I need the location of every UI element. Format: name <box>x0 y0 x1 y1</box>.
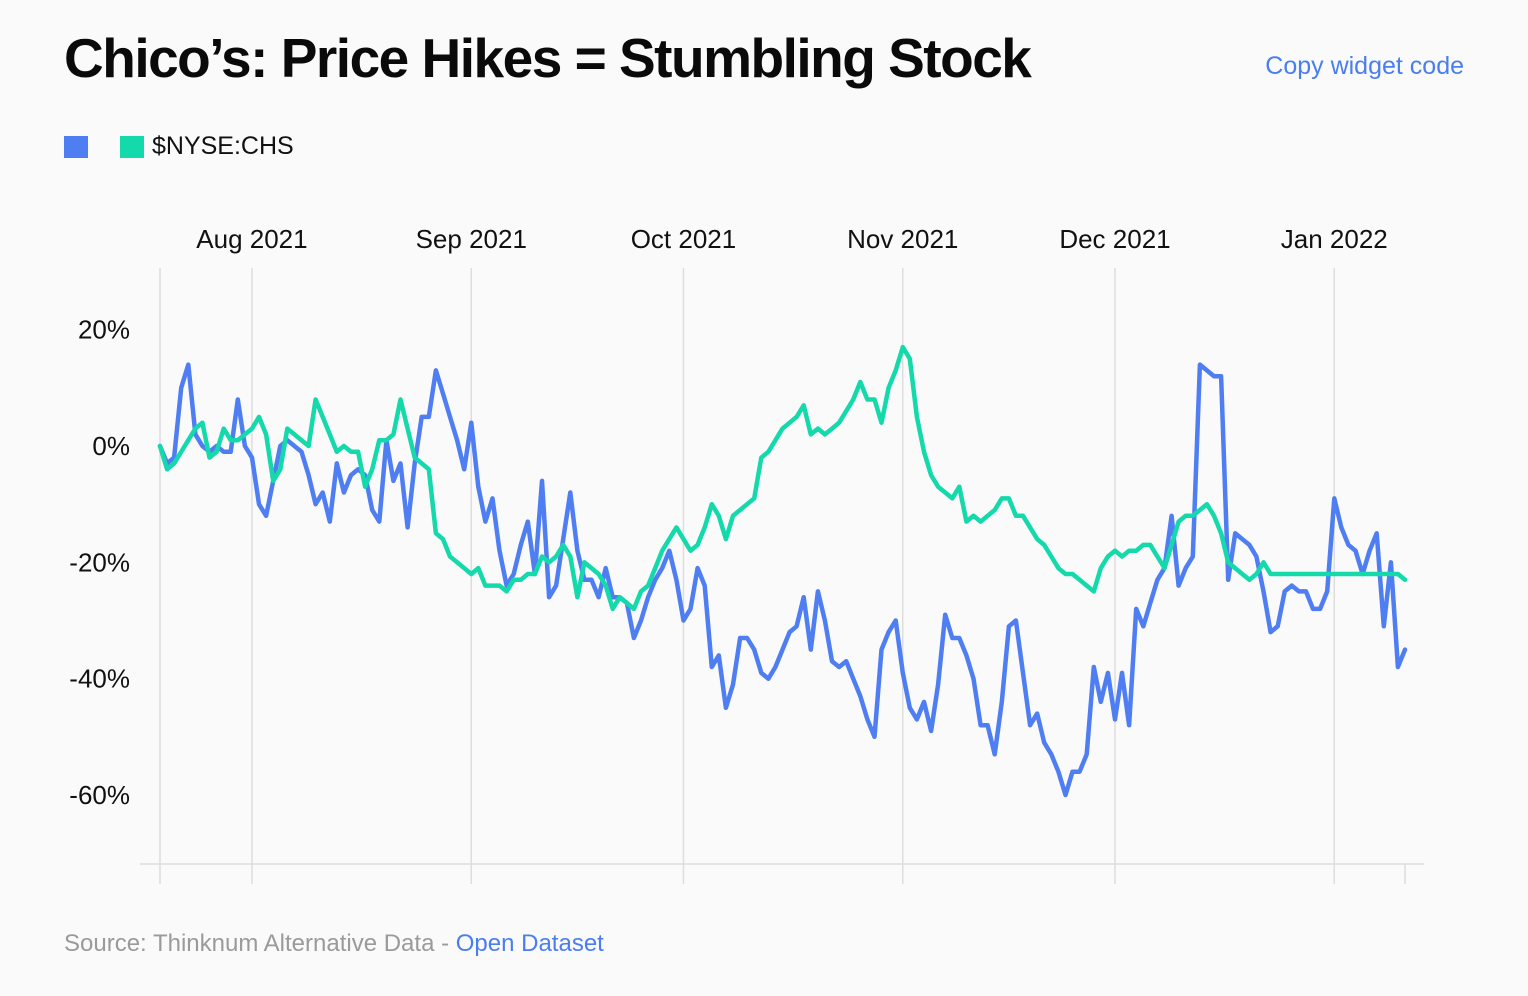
series-line-green <box>157 344 1408 612</box>
y-tick-label: -20% <box>69 547 130 577</box>
open-dataset-link[interactable]: Open Dataset <box>455 930 604 957</box>
x-tick-label: Jan 2022 <box>1281 224 1388 254</box>
x-tick-label: Aug 2021 <box>196 224 307 254</box>
copy-widget-code-link[interactable]: Copy widget code <box>1265 52 1464 80</box>
x-tick-label: Oct 2021 <box>631 224 737 254</box>
line-chart: Aug 2021 Sep 2021 Oct 2021 Nov 2021 Dec 2021… <box>69 224 1424 884</box>
grid-lines <box>140 268 1424 884</box>
chart-legend: $NYSE:CHS <box>64 132 294 161</box>
series-lines <box>157 344 1408 798</box>
y-tick-label: 0% <box>92 431 130 461</box>
x-tick-label: Dec 2021 <box>1059 224 1170 254</box>
chart-title: Chico’s: Price Hikes = Stumbling Stock <box>64 27 1032 89</box>
legend-label-green: $NYSE:CHS <box>152 132 294 160</box>
y-axis-ticks: 20% 0% -20% -40% -60% <box>69 315 130 810</box>
source-label: Source: Thinknum Alternative Data - <box>64 930 456 957</box>
x-tick-label: Nov 2021 <box>847 224 958 254</box>
legend-item-blue <box>64 135 88 158</box>
legend-swatch-blue <box>64 135 88 158</box>
legend-swatch-green <box>120 135 144 158</box>
y-tick-label: -60% <box>69 780 130 810</box>
legend-item-green: $NYSE:CHS <box>120 132 294 161</box>
x-tick-label: Sep 2021 <box>416 224 527 254</box>
source-note: Source: Thinknum Alternative Data - Open… <box>64 930 604 958</box>
y-tick-label: -40% <box>69 664 130 694</box>
y-tick-label: 20% <box>78 315 130 345</box>
x-axis-ticks: Aug 2021 Sep 2021 Oct 2021 Nov 2021 Dec 2021… <box>196 224 1387 254</box>
